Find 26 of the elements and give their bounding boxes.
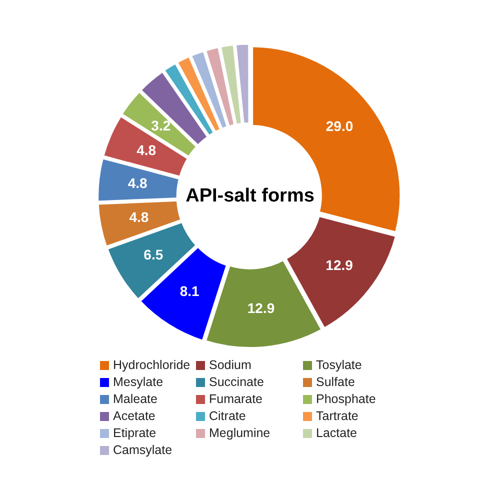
data-label: 3.2 [151, 118, 171, 134]
data-label: 6.5 [144, 246, 164, 262]
legend-label: Citrate [209, 409, 246, 423]
legend-label: Fumarate [209, 392, 262, 406]
legend-label: Tosylate [316, 358, 362, 372]
data-label: 12.9 [247, 300, 275, 316]
data-label: 4.8 [128, 174, 148, 191]
legend-label: Phosphate [316, 392, 376, 406]
legend-label: Camsylate [113, 443, 172, 457]
legend-label: Meglumine [209, 426, 270, 440]
legend-label: Acetate [113, 409, 156, 423]
legend-label: Lactate [316, 426, 358, 440]
legend-label: Sodium [209, 358, 252, 372]
text: API-salt forms [186, 186, 314, 207]
legend-label: Tartrate [316, 409, 358, 423]
legend-label: Sulfate [316, 375, 355, 389]
legend-label: Mesylate [113, 375, 164, 389]
legend-label: Etiprate [113, 426, 156, 440]
data-label: 4.8 [129, 208, 149, 225]
legend-label: Maleate [113, 392, 158, 406]
data-label: 4.8 [136, 142, 156, 158]
data-label: 12.9 [326, 256, 354, 273]
legend-label: Succinate [209, 375, 264, 389]
data-label: 29.0 [326, 118, 354, 134]
data-label: 8.1 [180, 283, 200, 300]
legend-label: Hydrochloride [113, 358, 190, 372]
